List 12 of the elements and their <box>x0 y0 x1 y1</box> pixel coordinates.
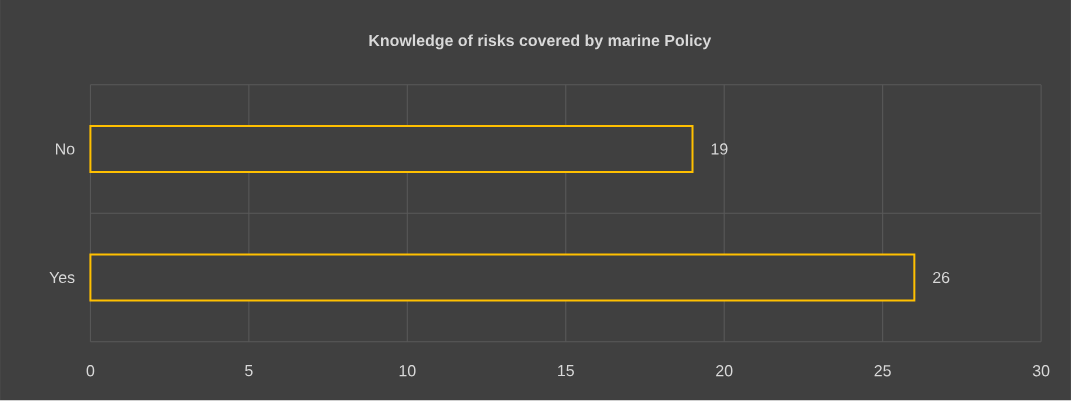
y-tick-label: Yes <box>49 272 75 284</box>
data-label: 19 <box>711 143 728 155</box>
x-tick-label: 15 <box>558 365 574 377</box>
data-label: 26 <box>933 272 950 284</box>
x-tick-label: 20 <box>716 365 733 377</box>
x-tick-label: 25 <box>874 365 891 377</box>
x-tick-label: 10 <box>399 365 416 377</box>
y-tick-label: No <box>56 143 75 155</box>
x-tick-label: 0 <box>86 365 95 377</box>
x-tick-label: 30 <box>1032 365 1050 377</box>
x-tick-label: 5 <box>245 365 253 377</box>
chart-title: Knowledge of risks covered by marine Policy <box>369 34 712 50</box>
